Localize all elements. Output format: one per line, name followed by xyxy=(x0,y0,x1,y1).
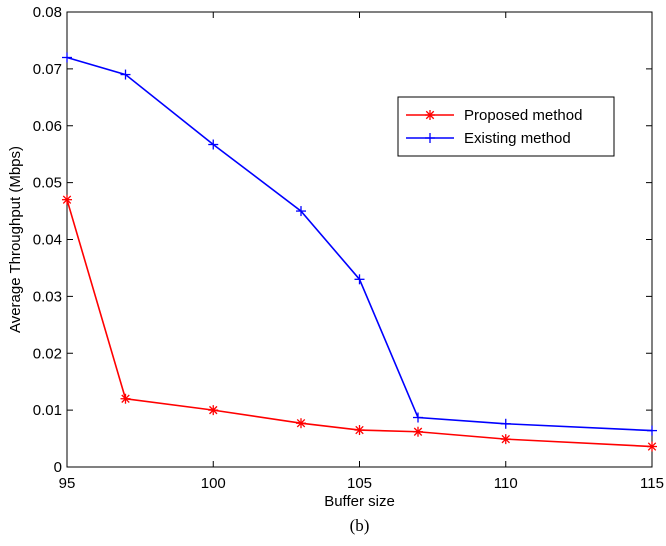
x-axis-label: Buffer size xyxy=(324,493,395,510)
x-tick-label: 110 xyxy=(494,475,518,492)
marker-stroke xyxy=(647,442,657,451)
data-point-marker xyxy=(62,194,72,205)
series-line xyxy=(66,56,653,432)
y-tick-label: 0.05 xyxy=(33,175,62,192)
x-tick-label: 105 xyxy=(347,475,372,492)
legend-label: Existing method xyxy=(464,130,571,147)
figure-caption: (b) xyxy=(350,516,370,535)
x-tick-label: 95 xyxy=(59,475,76,492)
y-tick-label: 0.08 xyxy=(33,4,62,21)
data-point-marker xyxy=(120,393,131,404)
legend-entry: Existing method xyxy=(406,130,571,147)
data-point-marker xyxy=(296,206,306,217)
data-point-marker xyxy=(354,274,365,285)
y-tick-label: 0.01 xyxy=(33,402,62,419)
series-line xyxy=(66,199,653,448)
marker-stroke xyxy=(209,405,218,415)
data-point-marker xyxy=(413,426,423,437)
data-point-marker xyxy=(647,425,657,436)
y-tick-label: 0 xyxy=(54,459,62,476)
x-tick-label: 115 xyxy=(640,475,664,492)
data-point-marker xyxy=(296,418,306,429)
data-point-marker xyxy=(120,69,131,80)
data-point-marker xyxy=(425,110,435,120)
y-tick-label: 0.04 xyxy=(33,232,62,249)
series-proposed-method xyxy=(62,194,657,452)
legend-entries: Proposed method Existing method xyxy=(406,107,582,147)
marker-stroke xyxy=(413,427,423,436)
legend: Proposed method Existing method xyxy=(397,96,615,157)
series-existing-method xyxy=(62,52,657,436)
legend-entry: Proposed method xyxy=(406,107,582,124)
data-point-marker xyxy=(62,52,72,63)
data-point-marker xyxy=(500,418,511,429)
plot-area xyxy=(66,11,653,468)
data-point-marker xyxy=(354,425,365,436)
y-axis-label: Average Throughput (Mbps) xyxy=(7,146,24,333)
x-tick-label: 100 xyxy=(201,475,226,492)
y-tick-label: 0.06 xyxy=(33,118,62,135)
data-point-marker xyxy=(500,434,511,445)
y-tick-label: 0.02 xyxy=(33,345,62,362)
data-series xyxy=(62,52,657,452)
data-point-marker xyxy=(425,133,435,143)
y-tick-label: 0.03 xyxy=(33,288,62,305)
axis-ticks xyxy=(66,11,653,468)
marker-stroke xyxy=(425,110,435,120)
data-point-marker xyxy=(208,405,219,416)
axis-tick-labels: 95 100 105 110 115 0 0.01 0.02 0.03 0.04 0.05 0.06 0… xyxy=(33,4,664,492)
data-point-marker xyxy=(647,441,657,452)
marker-stroke xyxy=(296,418,306,428)
data-point-marker xyxy=(208,139,219,150)
legend-box xyxy=(397,96,615,157)
marker-stroke xyxy=(121,394,130,403)
marker-stroke xyxy=(501,434,510,444)
y-tick-label: 0.07 xyxy=(33,61,62,78)
marker-stroke xyxy=(355,425,364,435)
data-point-marker xyxy=(413,412,423,423)
marker-stroke xyxy=(62,195,72,204)
legend-label: Proposed method xyxy=(464,107,582,124)
